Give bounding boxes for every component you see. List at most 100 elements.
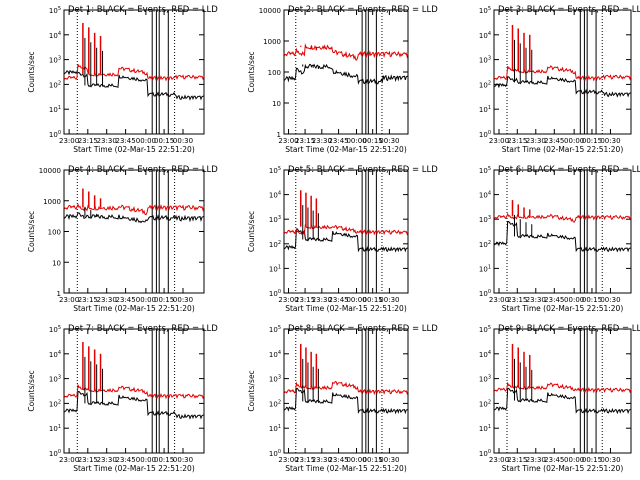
panel-title: Det 3: BLACK = Events, RED = LLD xyxy=(498,5,640,15)
x-tick-label: 00:00 xyxy=(136,456,156,464)
series-events-line xyxy=(493,220,632,253)
series-lld-line xyxy=(283,43,409,61)
y-tick-label: 105 xyxy=(49,6,61,15)
panel-title: Det 8: BLACK = Events, RED = LLD xyxy=(288,324,438,334)
y-tick-label: 101 xyxy=(479,424,491,433)
y-tick-label: 104 xyxy=(49,31,61,40)
series-events-line xyxy=(283,63,409,85)
y-tick-label: 104 xyxy=(269,350,281,359)
y-tick-exponent: 2 xyxy=(488,80,491,86)
plot-frame xyxy=(493,169,632,294)
x-tick-label: 23:45 xyxy=(328,137,348,145)
y-tick-exponent: 5 xyxy=(488,6,491,12)
panel-det-1: Det 1: BLACK = Events, RED = LLD10010110… xyxy=(27,5,218,154)
plot-frame xyxy=(63,328,205,454)
x-tick-label: 23:45 xyxy=(544,456,564,464)
y-tick-exponent: 4 xyxy=(278,191,281,197)
y-tick-label: 103 xyxy=(479,215,491,224)
x-tick-label: 00:30 xyxy=(173,456,193,464)
y-tick-label: 102 xyxy=(49,399,61,408)
y-tick-label: 103 xyxy=(49,56,61,65)
x-tick-label: 23:15 xyxy=(78,296,98,304)
x-tick-label: 00:00 xyxy=(346,137,366,145)
series-lld-line xyxy=(493,212,632,223)
x-axis-label: Start Time (02-Mar-15 22:51:20) xyxy=(73,145,195,154)
y-tick-exponent: 0 xyxy=(488,130,491,136)
y-tick-exponent: 0 xyxy=(488,289,491,295)
x-axis-label: Start Time (02-Mar-15 22:51:20) xyxy=(73,464,195,473)
y-tick-label: 105 xyxy=(49,325,61,334)
x-tick-label: 23:30 xyxy=(526,296,546,304)
series-lld-line xyxy=(283,380,409,396)
y-tick-label: 104 xyxy=(49,350,61,359)
x-tick-label: 23:00 xyxy=(489,456,509,464)
x-tick-label: 23:00 xyxy=(278,137,298,145)
x-axis-label: Start Time (02-Mar-15 22:51:20) xyxy=(502,304,624,313)
y-axis-label: Counts/sec xyxy=(27,51,36,92)
x-axis-label: Start Time (02-Mar-15 22:51:20) xyxy=(285,304,407,313)
x-tick-label: 23:45 xyxy=(116,456,136,464)
x-tick-label: 23:00 xyxy=(278,296,298,304)
y-tick-label: 100 xyxy=(479,449,491,458)
y-tick-label: 102 xyxy=(269,240,281,249)
x-tick-label: 23:00 xyxy=(59,456,79,464)
y-tick-exponent: 1 xyxy=(278,424,281,430)
y-axis-label: Counts/sec xyxy=(247,51,256,92)
y-tick-label: 100 xyxy=(49,130,61,139)
y-tick-exponent: 0 xyxy=(488,449,491,455)
y-tick-exponent: 3 xyxy=(278,215,281,221)
series-lld-line xyxy=(493,381,632,394)
x-axis-label: Start Time (02-Mar-15 22:51:20) xyxy=(285,464,407,473)
panel-det-3: Det 3: BLACK = Events, RED = LLD10010110… xyxy=(479,5,640,154)
y-tick-exponent: 5 xyxy=(488,166,491,172)
x-tick-label: 00:30 xyxy=(379,296,399,304)
y-tick-exponent: 4 xyxy=(58,350,61,356)
y-tick-exponent: 4 xyxy=(488,191,491,197)
y-tick-label: 105 xyxy=(479,6,491,15)
x-tick-label: 23:15 xyxy=(507,296,527,304)
x-tick-label: 23:15 xyxy=(295,456,315,464)
plot-frame xyxy=(493,328,632,454)
series-events-line xyxy=(493,75,632,98)
y-tick-exponent: 0 xyxy=(58,130,61,136)
y-tick-label: 10 xyxy=(52,259,61,267)
y-tick-label: 105 xyxy=(479,166,491,175)
y-tick-label: 105 xyxy=(269,166,281,175)
y-axis-label: Counts/sec xyxy=(247,211,256,252)
y-tick-label: 1 xyxy=(277,131,281,139)
x-tick-label: 00:00 xyxy=(136,137,156,145)
x-tick-label: 23:45 xyxy=(116,137,136,145)
x-tick-label: 00:15 xyxy=(363,296,383,304)
x-tick-label: 23:30 xyxy=(97,137,117,145)
y-tick-exponent: 2 xyxy=(488,240,491,246)
y-tick-label: 1000 xyxy=(263,38,281,46)
y-tick-label: 105 xyxy=(479,325,491,334)
y-tick-label: 10000 xyxy=(39,167,61,175)
y-axis-label: Counts/sec xyxy=(27,211,36,252)
x-tick-label: 23:00 xyxy=(59,137,79,145)
y-tick-label: 100 xyxy=(479,130,491,139)
y-tick-label: 104 xyxy=(269,191,281,200)
y-tick-label: 101 xyxy=(479,264,491,273)
y-tick-label: 102 xyxy=(479,80,491,89)
panel-det-7: Det 7: BLACK = Events, RED = LLD10010110… xyxy=(27,324,218,473)
panel-title: Det 9: BLACK = Events, RED = LLD xyxy=(498,324,640,334)
y-tick-label: 102 xyxy=(479,240,491,249)
x-tick-label: 00:00 xyxy=(564,296,584,304)
x-axis-label: Start Time (02-Mar-15 22:51:20) xyxy=(502,145,624,154)
x-tick-label: 23:45 xyxy=(544,137,564,145)
y-tick-exponent: 0 xyxy=(278,449,281,455)
x-tick-label: 23:30 xyxy=(312,137,332,145)
x-tick-label: 23:30 xyxy=(97,456,117,464)
panel-title: Det 5: BLACK = Events, RED = LLD xyxy=(288,165,438,175)
y-tick-label: 104 xyxy=(479,191,491,200)
y-tick-exponent: 1 xyxy=(488,424,491,430)
series-lld-line xyxy=(493,65,632,82)
y-tick-label: 102 xyxy=(49,80,61,89)
y-tick-label: 1 xyxy=(57,290,61,298)
y-tick-label: 10000 xyxy=(259,7,281,15)
y-axis-label: Counts/sec xyxy=(247,370,256,411)
series-events-line xyxy=(283,387,409,415)
series-events-line xyxy=(63,212,205,224)
series-lld-line xyxy=(63,203,205,216)
